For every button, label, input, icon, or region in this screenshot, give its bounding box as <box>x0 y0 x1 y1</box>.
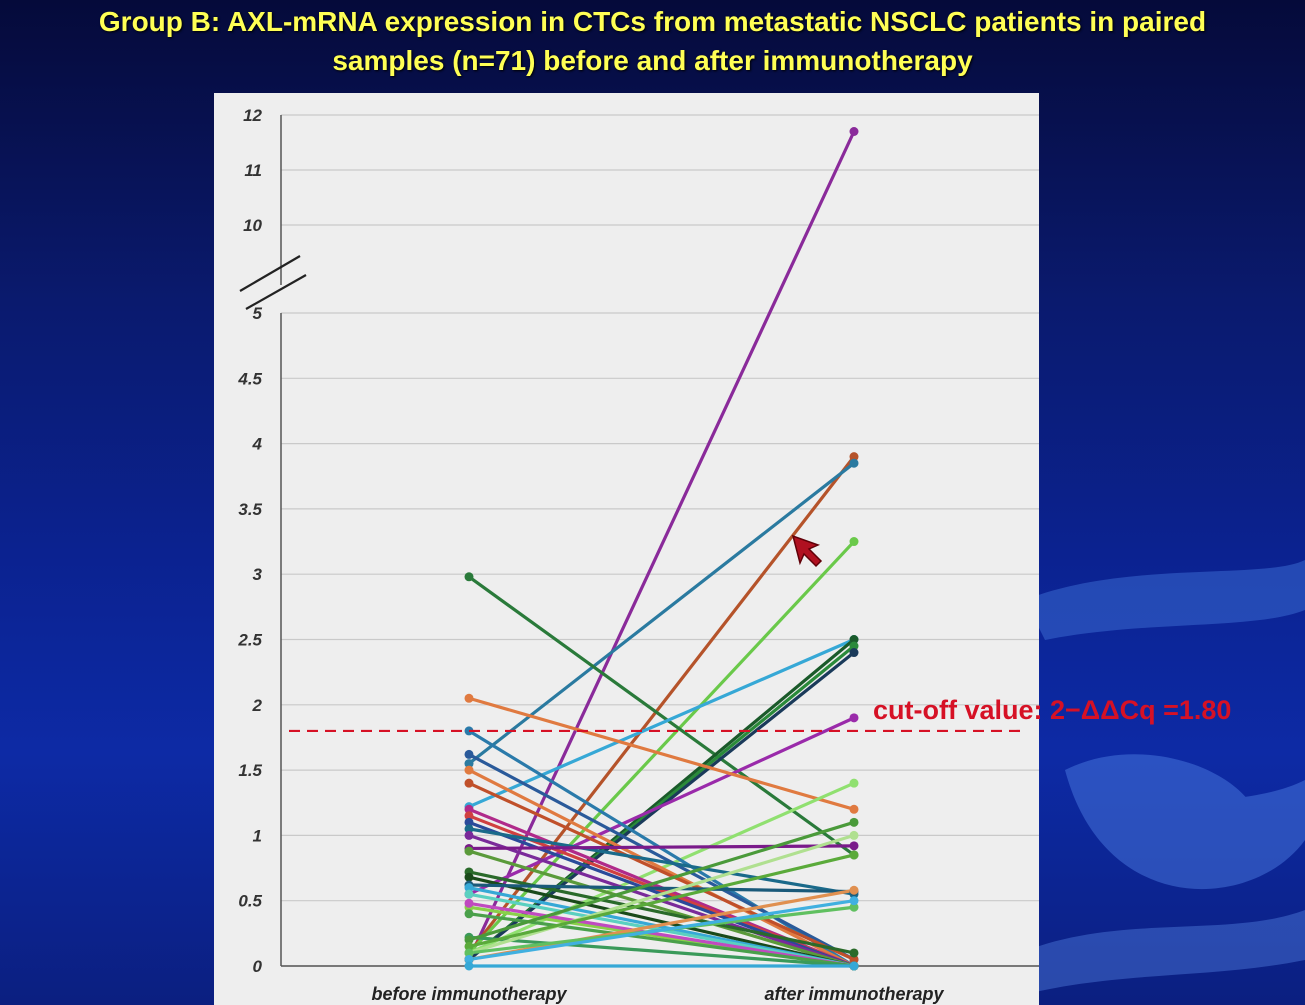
series-line <box>467 820 856 942</box>
series-point <box>464 572 474 582</box>
series-point <box>464 693 474 703</box>
slide-title: Group B: AXL-mRNA expression in CTCs fro… <box>0 2 1305 80</box>
y-tick-label: 0.5 <box>238 892 262 911</box>
series-point <box>849 458 859 468</box>
series-point <box>464 804 474 814</box>
series-point <box>464 759 474 769</box>
plot-panel: 0 0.5 1 1.5 2 2.5 3 3.5 4 4.5 5 10 11 12 before immun… <box>214 93 1039 1005</box>
series-line <box>467 575 856 857</box>
series-point <box>464 883 474 893</box>
series-point <box>464 817 474 827</box>
y-tick-label: 1 <box>253 826 262 845</box>
series-line <box>467 827 856 896</box>
series-point <box>849 850 859 860</box>
x-category-label: before immunotherapy <box>371 984 567 1004</box>
axis-break-mark <box>239 255 301 292</box>
series-line <box>467 129 856 962</box>
axis-break-mark <box>245 274 307 310</box>
series-point <box>849 954 859 964</box>
x-category-label: after immunotherapy <box>764 984 944 1004</box>
series-point <box>464 778 474 788</box>
series-line <box>467 716 856 896</box>
series-line <box>467 768 856 968</box>
series-point <box>849 830 859 840</box>
y-tick-label: 3 <box>253 565 263 584</box>
series-line <box>467 696 856 811</box>
y-tick-label: 2 <box>252 696 263 715</box>
series-point <box>849 896 859 906</box>
series-line <box>467 901 856 968</box>
background-swirl-decoration <box>1005 560 1305 1000</box>
series-point <box>464 935 474 945</box>
series-point <box>849 841 859 851</box>
series-point <box>849 648 859 658</box>
series-line <box>467 844 856 851</box>
series-point <box>849 713 859 723</box>
series-point <box>849 537 859 547</box>
series-point <box>464 948 474 958</box>
series-line <box>467 752 856 962</box>
y-tick-label: 3.5 <box>238 500 262 519</box>
y-tick-label: 1.5 <box>238 761 262 780</box>
series-line <box>467 883 856 894</box>
paired-expression-chart: 0 0.5 1 1.5 2 2.5 3 3.5 4 4.5 5 10 11 12 before immun… <box>237 106 1039 1004</box>
y-tick-label: 10 <box>243 216 262 235</box>
series-line <box>467 875 856 968</box>
y-tick-label: 4 <box>252 435 263 454</box>
series-point <box>849 804 859 814</box>
series-point <box>464 846 474 856</box>
series-point <box>464 824 474 834</box>
series-point <box>464 889 474 899</box>
series-point <box>849 635 859 644</box>
series-line <box>467 888 856 962</box>
series-line <box>467 849 856 968</box>
series-point <box>464 749 474 759</box>
series-point <box>849 948 859 958</box>
series-line <box>467 853 856 949</box>
series-line <box>467 899 856 962</box>
series-point <box>464 872 474 882</box>
y-tick-label: 11 <box>244 161 262 180</box>
series-point <box>464 961 474 971</box>
series-point <box>849 778 859 788</box>
slide-title-line-2: samples (n=71) before and after immunoth… <box>332 45 973 76</box>
series-point <box>464 941 474 951</box>
cutoff-value-label: cut-off value: 2−ΔΔCq =1.80 <box>873 695 1232 725</box>
series-line <box>467 912 856 968</box>
series-point <box>464 765 474 775</box>
series-point <box>464 830 474 840</box>
series-point <box>849 641 859 651</box>
y-tick-label: 12 <box>243 106 262 125</box>
series-line <box>467 781 856 962</box>
series-line <box>467 833 856 955</box>
series-point <box>849 902 859 912</box>
series-line <box>467 935 856 968</box>
y-tick-label: 0 <box>253 957 263 976</box>
series-point <box>464 811 474 821</box>
series-point <box>464 909 474 919</box>
y-tick-label: 2.5 <box>237 631 262 650</box>
series-point <box>849 127 859 136</box>
series-point <box>464 954 474 964</box>
y-tick-label: 5 <box>253 304 263 323</box>
slide-title-line-1: Group B: AXL-mRNA expression in CTCs fro… <box>98 6 1207 37</box>
series-line <box>467 461 856 766</box>
series-point <box>849 452 859 462</box>
series-point <box>849 885 859 895</box>
series-point <box>849 961 859 971</box>
series-point <box>464 898 474 908</box>
mouse-pointer-icon <box>791 534 823 568</box>
y-tick-label: 4.5 <box>237 369 262 388</box>
series-line <box>467 637 856 809</box>
series-point <box>849 817 859 827</box>
